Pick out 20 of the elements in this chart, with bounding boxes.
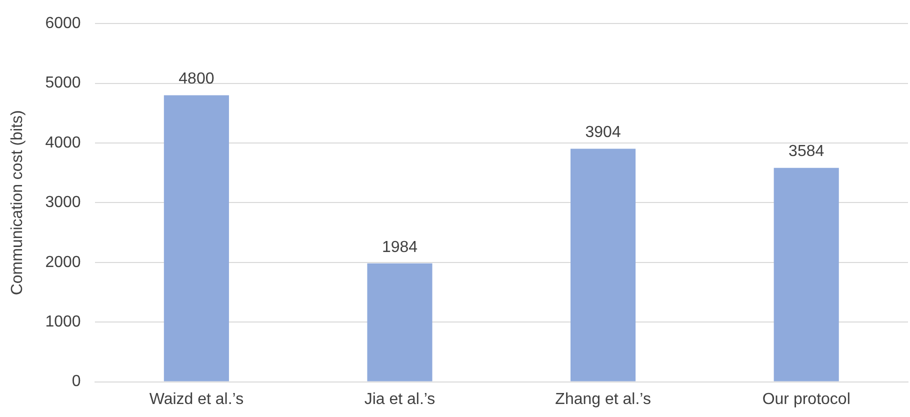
y-tick-label: 2000	[45, 254, 81, 271]
data-label: 3584	[788, 143, 824, 160]
y-tick-label: 1000	[45, 314, 81, 331]
y-axis-title: Communication cost (bits)	[9, 110, 26, 296]
bar	[164, 95, 229, 382]
bar	[570, 148, 636, 382]
x-tick-label: Zhang et al.’s	[555, 390, 651, 408]
bar	[774, 168, 839, 382]
data-label: 1984	[382, 238, 418, 256]
y-tick-label: 6000	[45, 15, 81, 32]
y-tick-label: 5000	[45, 74, 81, 92]
y-tick-label: 4000	[45, 134, 81, 152]
data-label: 3904	[585, 124, 621, 142]
y-tick-label: 0	[72, 373, 81, 390]
data-label: 4800	[178, 70, 214, 88]
x-tick-label: Waizd et al.’s	[149, 390, 244, 408]
x-tick-label: Jia et al.’s	[364, 390, 436, 408]
y-tick-label: 3000	[45, 194, 81, 212]
bar	[367, 263, 432, 382]
x-tick-label: Our protocol	[762, 390, 850, 408]
